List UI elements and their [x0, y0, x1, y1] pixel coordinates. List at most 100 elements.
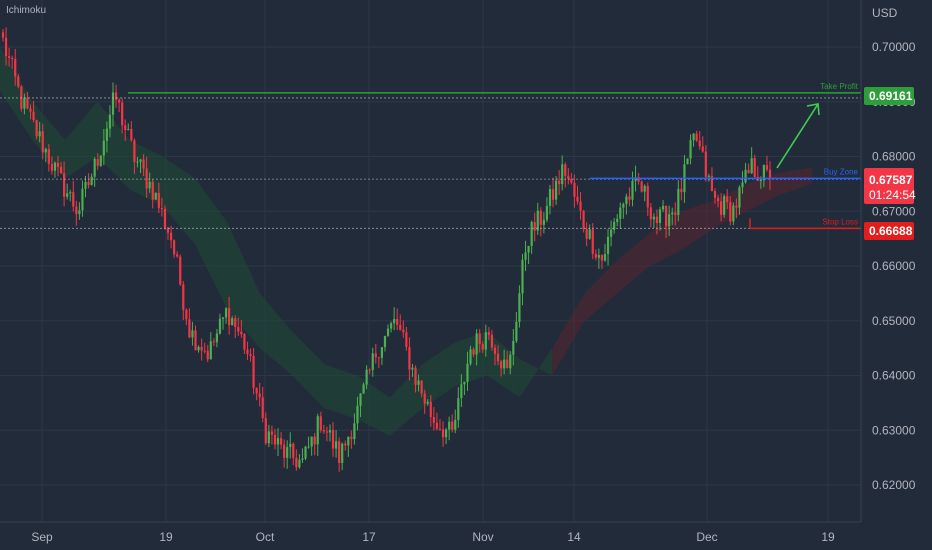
candle-body — [753, 158, 756, 177]
price-tick-label: 0.62000 — [872, 478, 916, 492]
candle-body — [738, 187, 741, 208]
candle-body — [487, 332, 490, 335]
candle-body — [283, 444, 286, 458]
candle-body — [234, 318, 237, 327]
candle-body — [686, 158, 689, 165]
candle-body — [622, 203, 625, 208]
price-tick-label: 0.64000 — [872, 369, 916, 383]
candle-body — [350, 436, 353, 440]
candle-body — [521, 259, 524, 294]
candle-body — [273, 434, 277, 445]
candle-body — [356, 405, 359, 424]
candle-body — [591, 229, 594, 254]
candle-body — [695, 133, 698, 141]
candle-body — [399, 324, 402, 330]
candle-body — [231, 318, 234, 325]
cloud-segment — [584, 260, 618, 321]
price-tick-label: 0.63000 — [872, 423, 916, 437]
take-profit-label: Take Profit — [820, 82, 859, 91]
candle-body — [90, 176, 93, 185]
candle-body — [105, 128, 108, 141]
candle-body — [334, 441, 338, 449]
cloud-segment — [162, 156, 195, 245]
candle-body — [750, 158, 753, 174]
candle-body — [408, 347, 411, 370]
time-axis-panel — [0, 522, 932, 550]
take-profit-price-tag: 0.69161 — [864, 87, 914, 105]
candle-body — [8, 56, 11, 58]
candle-body — [551, 189, 555, 200]
candle-body — [631, 180, 634, 200]
candle-body — [56, 162, 60, 167]
candle-body — [432, 417, 435, 423]
candle-body — [139, 159, 142, 162]
cloud-segment — [389, 364, 423, 436]
candle-body — [451, 421, 454, 430]
candle-body — [652, 216, 655, 220]
candle-body — [133, 140, 136, 163]
candle-body — [114, 92, 118, 100]
candle-body — [668, 214, 671, 227]
candle-body — [402, 329, 405, 333]
candle-body — [747, 169, 750, 174]
candle-body — [374, 353, 377, 358]
candle-body — [359, 393, 362, 406]
cloud-segment — [649, 211, 683, 266]
candle-body — [499, 361, 503, 369]
time-tick-label: Oct — [256, 530, 275, 544]
candle-body — [768, 169, 772, 179]
cloud-segment — [779, 167, 812, 195]
candle-body — [267, 431, 270, 444]
candle-body — [512, 340, 515, 355]
candle-body — [362, 384, 365, 394]
time-tick-label: Dec — [696, 530, 717, 544]
candle-body — [47, 149, 50, 164]
candle-body — [582, 210, 585, 230]
candle-body — [460, 384, 463, 399]
candle-body — [331, 430, 335, 449]
candle-body — [655, 216, 659, 224]
candle-body — [307, 446, 310, 448]
candle-body — [118, 99, 121, 103]
candle-body — [606, 236, 610, 255]
svg-text:0.66688: 0.66688 — [869, 224, 913, 238]
candle-body — [463, 381, 466, 385]
candle-body — [44, 149, 47, 153]
candle-body — [75, 206, 78, 215]
candle-body — [484, 332, 487, 350]
candle-body — [716, 197, 720, 202]
candle-body — [558, 180, 561, 185]
candle-body — [744, 169, 747, 183]
grid-lines — [0, 0, 861, 522]
time-tick-label: 19 — [821, 530, 835, 544]
candlestick-series — [1, 27, 772, 472]
candle-body — [23, 97, 26, 109]
candle-body — [191, 330, 194, 338]
candle-body — [506, 359, 509, 369]
candle-body — [206, 350, 209, 360]
candle-body — [179, 256, 182, 285]
candle-body — [319, 416, 322, 430]
candle-body — [124, 125, 127, 131]
candle-body — [316, 416, 319, 445]
candle-body — [448, 421, 451, 430]
candle-body — [325, 431, 329, 433]
candle-body — [130, 129, 133, 141]
candle-body — [732, 205, 735, 222]
candle-body — [215, 333, 219, 343]
candle-body — [353, 423, 356, 440]
candle-body — [182, 284, 185, 310]
price-tick-label: 0.68000 — [872, 150, 916, 164]
price-levels: Take Profit Buy Zone Stop Loss — [0, 82, 861, 230]
currency-label: USD — [872, 6, 898, 20]
candle-body — [710, 175, 714, 192]
indicator-label[interactable]: Ichimoku — [6, 5, 47, 16]
time-tick-label: Sep — [31, 530, 53, 544]
candle-body — [674, 212, 677, 215]
candle-body — [151, 181, 154, 200]
candle-body — [545, 205, 549, 220]
cloud-segment — [617, 233, 650, 294]
time-tick-label: 19 — [159, 530, 173, 544]
candle-body — [26, 97, 29, 109]
